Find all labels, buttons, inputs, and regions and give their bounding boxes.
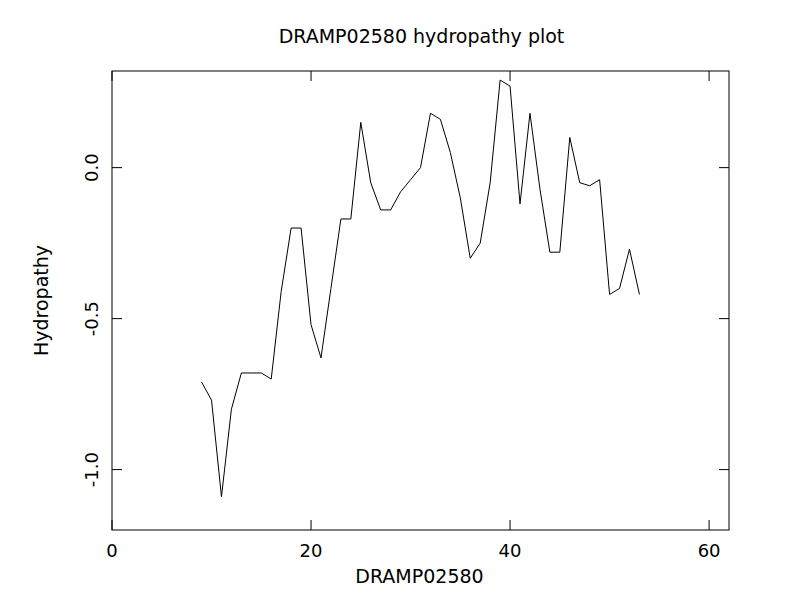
x-tick-top [112,71,113,81]
y-tick [112,167,122,168]
y-tick-label: -0.5 [81,301,102,336]
x-tick-top [510,71,511,81]
x-tick-top [709,71,710,81]
y-tick [112,318,122,319]
x-tick [709,520,710,530]
x-tick [311,520,312,530]
x-axis-label: DRAMP02580 [355,565,483,587]
x-tick-label: 0 [106,540,117,561]
y-axis-label: Hydropathy [30,245,52,356]
x-tick-label: 20 [300,540,323,561]
x-tick [510,520,511,530]
y-tick [112,469,122,470]
hydropathy-line [202,80,640,497]
y-tick-right [719,469,729,470]
chart: 0 20 40 60 -1.0 -0.5 0.0 DRAMP02580 hydropathy … [0,0,800,600]
y-tick-label: -1.0 [81,452,102,487]
x-tick-top [311,71,312,81]
x-tick-label: 60 [698,540,721,561]
x-tick-label: 40 [499,540,522,561]
y-tick-label: 0.0 [81,153,102,182]
plot-area [202,80,640,497]
y-tick-right [719,318,729,319]
y-tick-right [719,167,729,168]
x-tick [112,520,113,530]
plot-frame [112,71,729,530]
title: DRAMP02580 hydropathy plot [279,25,565,47]
